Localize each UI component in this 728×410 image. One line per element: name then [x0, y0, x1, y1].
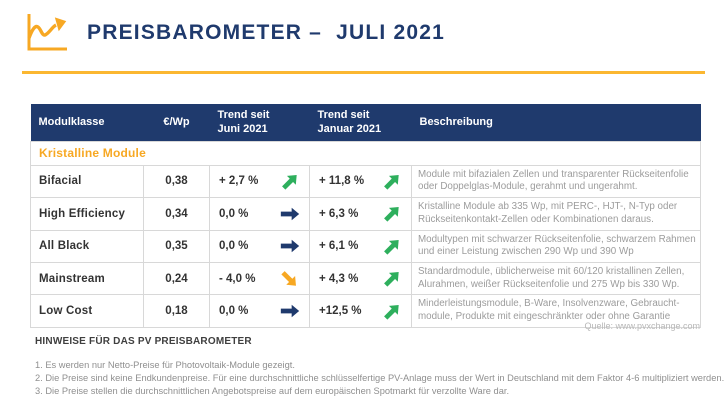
table-row: High Efficiency 0,34 0,0 % + 6,3 % [30, 197, 701, 231]
trend-january-cell: +12,5 % [309, 294, 412, 328]
trend-value: + 6,1 % [319, 240, 359, 253]
column-header-trend-june: Trend seit Juni 2021 [209, 104, 310, 142]
chart-line-logo-icon [22, 12, 69, 54]
module-class-name: All Black [30, 229, 144, 264]
trend-value: + 4,3 % [319, 272, 359, 285]
table-row: Bifacial 0,38 + 2,7 % + 11,8 % [30, 164, 701, 199]
table-row: Mainstream 0,24 - 4,0 % + 4,3 % [30, 261, 701, 296]
table-header: Modulklasse €/Wp Trend seit Juni 2021 Tr… [30, 104, 701, 142]
module-class-name: Low Cost [30, 294, 144, 328]
price-table: Modulklasse €/Wp Trend seit Juni 2021 Tr… [30, 104, 701, 328]
trend-value: 0,0 % [219, 305, 249, 318]
trend-value: 0,0 % [219, 240, 249, 253]
notes-list: 1. Es werden nur Netto-Preise für Photov… [35, 359, 725, 398]
trend-january-cell: + 6,3 % [309, 197, 412, 231]
notes-title: HINWEISE FÜR DAS PV PREISBAROMETER [35, 336, 252, 347]
table-row: All Black 0,35 0,0 % + 6,1 % [30, 229, 701, 264]
column-header-beschreibung: Beschreibung [411, 104, 701, 142]
trend-june-cell: - 4,0 % [209, 261, 310, 296]
trend-value: - 4,0 % [219, 272, 256, 285]
module-description: Module mit bifazialen Zellen und transpa… [411, 164, 701, 199]
module-description: Standardmodule, üblicherweise mit 60/120… [411, 261, 701, 296]
column-header-modulklasse: Modulklasse [30, 104, 144, 142]
trend-arrow-icon [379, 169, 404, 194]
trend-june-cell: 0,0 % [209, 229, 310, 264]
price-value: 0,34 [143, 197, 210, 231]
trend-value: + 2,7 % [219, 175, 259, 188]
column-header-price: €/Wp [143, 104, 210, 142]
module-description: Modultypen mit schwarzer Rückseitenfolie… [411, 229, 701, 264]
module-description: Minderleistungsmodule, B-Ware, Insolvenz… [411, 294, 701, 328]
trend-arrow-icon [379, 266, 404, 291]
trend-june-cell: + 2,7 % [209, 164, 310, 199]
trend-value: + 6,3 % [319, 207, 359, 220]
trend-value: 0,0 % [219, 207, 249, 220]
page-title: PREISBAROMETER – JULI 2021 [87, 21, 445, 44]
trend-january-cell: + 4,3 % [309, 261, 412, 296]
trend-arrow-icon [279, 239, 300, 254]
trend-june-cell: 0,0 % [209, 294, 310, 328]
column-header-trend-january: Trend seit Januar 2021 [309, 104, 412, 142]
price-value: 0,38 [143, 164, 210, 199]
trend-arrow-icon [277, 266, 302, 291]
price-value: 0,24 [143, 261, 210, 296]
trend-arrow-icon [279, 304, 300, 319]
trend-arrow-icon [379, 298, 404, 323]
trend-arrow-icon [279, 206, 300, 221]
module-description: Kristalline Module ab 335 Wp, mit PERC-,… [411, 197, 701, 231]
section-row-kristalline-module: Kristalline Module [30, 140, 701, 166]
trend-arrow-icon [379, 234, 404, 259]
trend-arrow-icon [379, 201, 404, 226]
table-row: Low Cost 0,18 0,0 % +12,5 % [30, 294, 701, 328]
trend-january-cell: + 11,8 % [309, 164, 412, 199]
trend-value: + 11,8 % [319, 175, 365, 188]
module-class-name: Bifacial [30, 164, 144, 199]
module-class-name: High Efficiency [30, 197, 144, 231]
module-class-name: Mainstream [30, 261, 144, 296]
note-item: 3. Die Preise stellen die durchschnittli… [35, 386, 510, 396]
trend-january-cell: + 6,1 % [309, 229, 412, 264]
section-label: Kristalline Module [30, 140, 701, 166]
source-caption: Quelle: www.pvxchange.com [584, 321, 700, 331]
trend-value: +12,5 % [319, 305, 362, 318]
gold-divider [22, 71, 705, 74]
price-value: 0,35 [143, 229, 210, 264]
trend-june-cell: 0,0 % [209, 197, 310, 231]
note-item: 2. Die Preise sind keine Endkundenpreise… [35, 373, 725, 383]
note-item: 1. Es werden nur Netto-Preise für Photov… [35, 360, 295, 370]
trend-arrow-icon [277, 169, 302, 194]
page-header: PREISBAROMETER – JULI 2021 [22, 12, 445, 54]
